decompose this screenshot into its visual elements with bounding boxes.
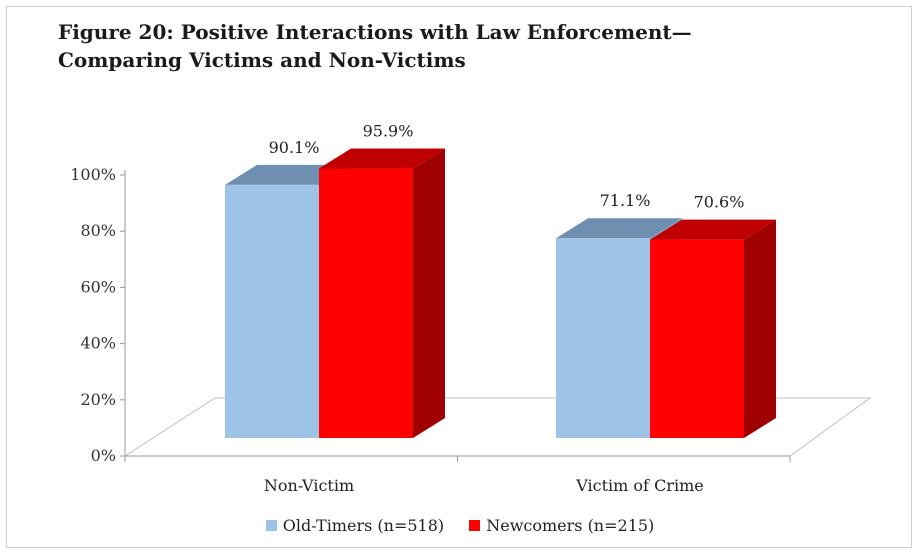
data-label: 95.9% <box>363 122 414 141</box>
legend-item-old-timers: Old-Timers (n=518) <box>265 516 445 535</box>
bar-side <box>413 148 445 438</box>
legend-label-old-timers: Old-Timers (n=518) <box>282 516 445 535</box>
x-category-label: Non-Victim <box>264 476 354 495</box>
bar-side <box>744 219 776 438</box>
y-tick-label: 100% <box>70 165 116 184</box>
data-label: 71.1% <box>600 191 651 210</box>
y-tick-label: 60% <box>80 277 116 296</box>
chart-title-line-1: Figure 20: Positive Interactions with La… <box>58 20 692 44</box>
y-tick-label: 0% <box>91 446 116 465</box>
legend-label-newcomers: Newcomers (n=215) <box>486 516 655 535</box>
bar-top <box>556 218 682 239</box>
x-category-label: Victim of Crime <box>575 476 703 495</box>
chart-title-line-2: Comparing Victims and Non-Victims <box>58 48 466 72</box>
legend: Old-Timers (n=518) Newcomers (n=215) <box>0 516 920 535</box>
chart-title: Figure 20: Positive Interactions with La… <box>58 18 692 74</box>
data-label: 70.6% <box>694 193 745 212</box>
y-tick-label: 20% <box>80 390 116 409</box>
bar <box>556 238 650 438</box>
bar-top <box>319 148 445 169</box>
y-tick-label: 40% <box>80 334 116 353</box>
bar <box>225 184 319 438</box>
y-tick-label: 80% <box>80 221 116 240</box>
bar <box>650 239 744 438</box>
legend-swatch-old-timers <box>265 520 277 531</box>
data-label: 90.1% <box>269 138 320 157</box>
legend-swatch-newcomers <box>469 520 481 531</box>
bar-top <box>650 219 776 240</box>
bar <box>319 168 413 438</box>
legend-item-newcomers: Newcomers (n=215) <box>469 516 654 535</box>
